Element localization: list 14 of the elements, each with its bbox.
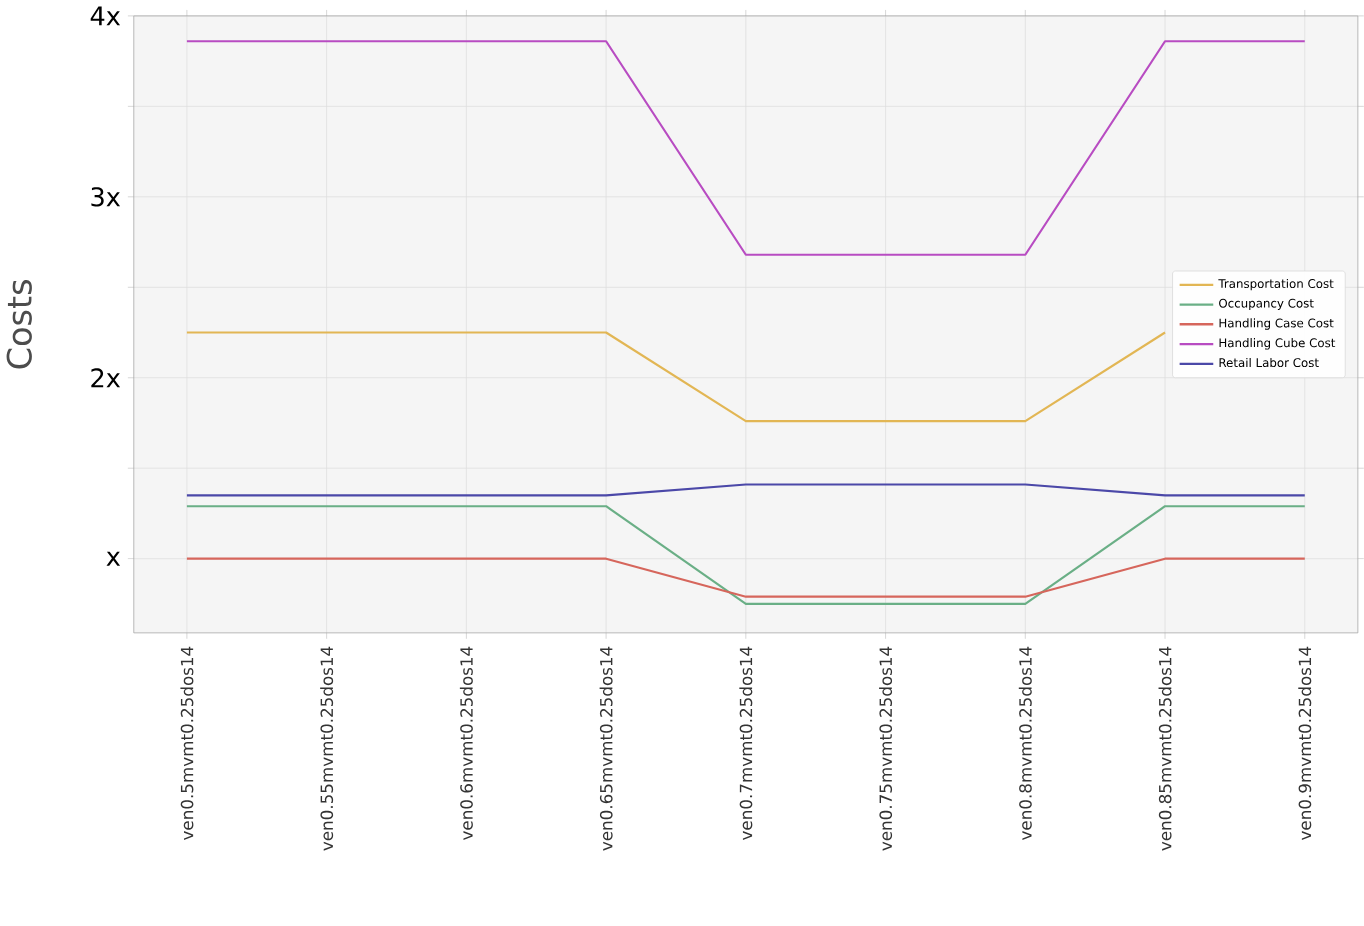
x-tick-label: ven0.55mvmt0.25dos14 [320,646,334,851]
x-tick-label: ven0.5mvmt0.25dos14 [180,646,194,841]
y-tick-label: 2x [91,368,121,388]
y-tick-label: x [106,551,121,566]
x-tick-label: ven0.65mvmt0.25dos14 [599,646,613,851]
x-tick-label: ven0.8mvmt0.25dos14 [1018,646,1032,841]
x-tick-label: ven0.7mvmt0.25dos14 [739,646,753,841]
y-tick-label: 4x [90,6,121,26]
x-tick-label: ven0.6mvmt0.25dos14 [459,646,473,841]
x-tick-label: ven0.85mvmt0.25dos14 [1158,646,1172,851]
y-tick-label: 3x [91,187,121,207]
x-tick-label: ven0.9mvmt0.25dos14 [1298,646,1312,841]
y-axis-title: Costs [6,280,32,369]
x-tick-label: ven0.75mvmt0.25dos14 [879,646,893,851]
